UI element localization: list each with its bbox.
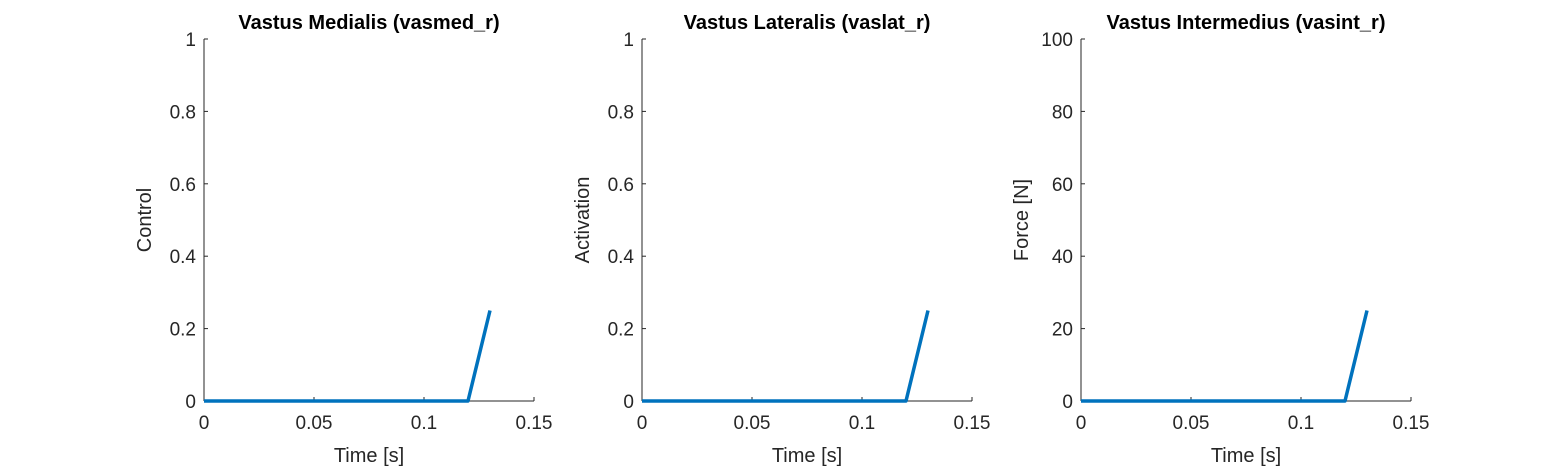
x-tick-label: 0: [1076, 413, 1087, 434]
y-tick-label: 0.4: [170, 247, 197, 268]
y-tick-label: 0.2: [608, 320, 634, 341]
chart-title: Vastus Intermedius (vasint_r): [1107, 12, 1386, 34]
subplot-2: 0 0.2 0.4 0.6 0.8 1 0 0.05 0.1 0.15 Vastus Lateral…: [572, 12, 990, 467]
series-line: [642, 310, 930, 403]
series-line: [204, 310, 492, 403]
series-line: [1081, 310, 1369, 403]
y-tick-label: 0.8: [608, 102, 634, 123]
y-tick-label: 80: [1052, 102, 1073, 123]
y-tick-label: 0.6: [608, 175, 634, 196]
x-tick-label: 0.1: [849, 413, 875, 434]
y-tick-label: 0.4: [608, 247, 635, 268]
y-tick-label: 0: [1062, 392, 1073, 413]
x-tick-label: 0.05: [734, 413, 771, 434]
x-axis-label: Time [s]: [772, 445, 842, 467]
y-axis-label: Activation: [572, 177, 594, 264]
x-tick-label: 0.15: [1393, 413, 1430, 434]
subplot-3: 0 20 40 60 80 100 0 0.05 0.1 0.15 Vastus Intermedi…: [1011, 12, 1429, 467]
x-axis-label: Time [s]: [1211, 445, 1281, 467]
chart-title: Vastus Medialis (vasmed_r): [238, 12, 499, 34]
y-tick-label: 40: [1052, 247, 1073, 268]
y-tick-label: 0.8: [170, 102, 196, 123]
y-tick-label: 100: [1041, 30, 1073, 51]
y-tick-label: 1: [185, 30, 196, 51]
x-tick-label: 0.1: [1288, 413, 1314, 434]
y-tick-label: 60: [1052, 175, 1073, 196]
y-axis-label: Force [N]: [1011, 179, 1033, 261]
y-tick-label: 0: [623, 392, 634, 413]
x-tick-label: 0.15: [516, 413, 553, 434]
x-tick-label: 0.15: [954, 413, 991, 434]
y-tick-label: 0.6: [170, 175, 196, 196]
y-axis-label: Control: [134, 188, 156, 252]
chart-title: Vastus Lateralis (vaslat_r): [684, 12, 931, 34]
x-axis-label: Time [s]: [334, 445, 404, 467]
y-tick-label: 20: [1052, 320, 1073, 341]
y-tick-label: 1: [623, 30, 634, 51]
x-tick-label: 0.05: [1173, 413, 1210, 434]
subplot-1: 0 0.2 0.4 0.6 0.8 1 0 0.05 0.1 0.15 Vastus Mediali…: [134, 12, 552, 467]
y-tick-label: 0.2: [170, 320, 196, 341]
x-tick-label: 0.05: [296, 413, 333, 434]
x-tick-label: 0: [199, 413, 210, 434]
x-tick-label: 0: [637, 413, 648, 434]
y-tick-label: 0: [185, 392, 196, 413]
x-tick-label: 0.1: [411, 413, 437, 434]
